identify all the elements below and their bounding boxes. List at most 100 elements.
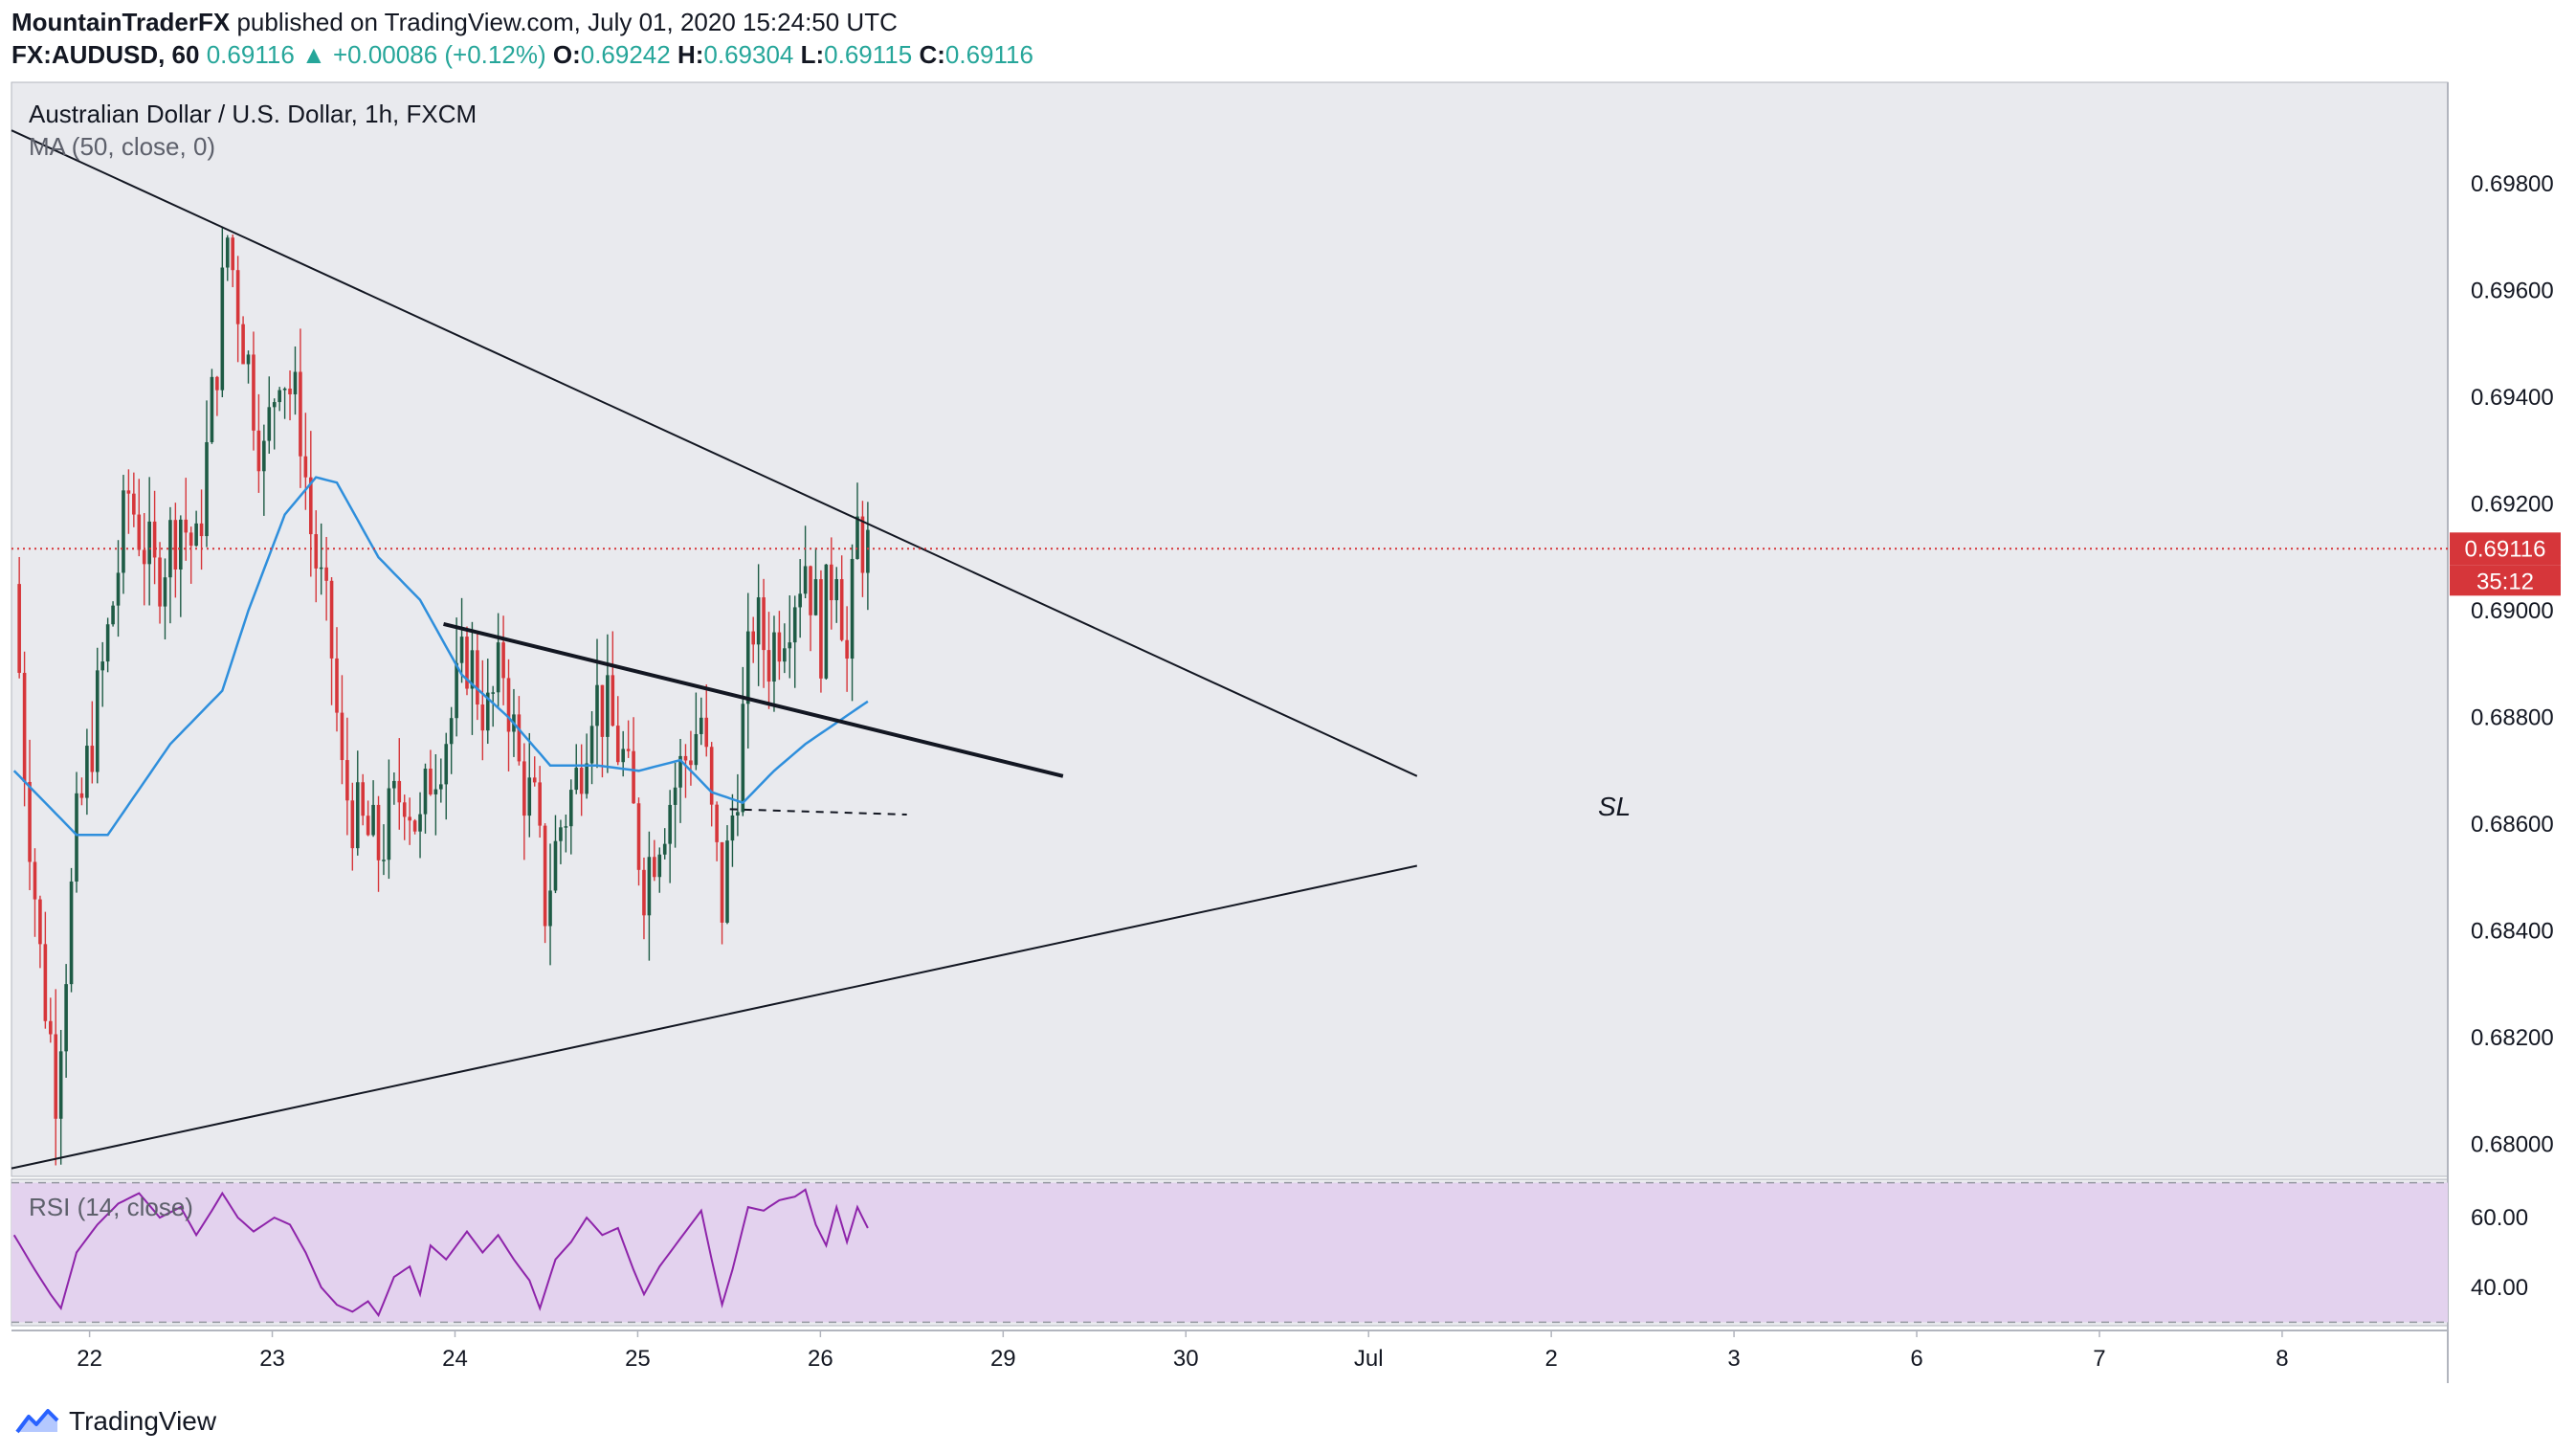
candle-body (532, 777, 537, 783)
candle-body (387, 788, 391, 861)
candle-body (397, 780, 402, 803)
candle-body (85, 746, 89, 798)
candle-body (309, 477, 313, 535)
candle-body (725, 840, 729, 923)
candle-body (122, 490, 125, 573)
last-price-tag (2450, 532, 2561, 566)
candle-body (335, 658, 339, 713)
candle-body (444, 744, 449, 785)
candle-body (589, 726, 594, 764)
candle-body (235, 270, 240, 324)
countdown-tag (2450, 565, 2561, 596)
candle-body (376, 804, 381, 861)
candle-body (647, 857, 652, 916)
candle-body (694, 733, 699, 766)
candle-body (559, 827, 563, 841)
candle-body (105, 624, 110, 662)
candle-body (730, 815, 735, 841)
neckline-trendline[interactable] (443, 621, 1064, 778)
candle-body (491, 692, 495, 694)
chart-area[interactable]: SL Australian Dollar / U.S. Dollar, 1h, … (0, 0, 2576, 1388)
candle-body (741, 704, 745, 813)
candle-body (282, 388, 287, 391)
candle-body (147, 521, 151, 565)
upper-trendline[interactable] (11, 129, 1418, 777)
lower-trendline[interactable] (11, 864, 1418, 1170)
candle-body (574, 768, 579, 791)
price-tick-label: 0.68400 (2471, 919, 2554, 945)
stop-loss-label: SL (1598, 792, 1631, 821)
candle-body (220, 267, 225, 391)
rsi-legend[interactable]: RSI (14, close) (29, 1193, 193, 1221)
publish-line: MountainTraderFX published on TradingVie… (11, 6, 2557, 38)
candle-body (17, 584, 21, 673)
rsi-axis[interactable]: 40.00 60.00 (2471, 1205, 2528, 1301)
candle-body (700, 717, 703, 734)
candle-body (756, 597, 761, 645)
time-tick-label: 25 (625, 1346, 651, 1372)
candle-body (839, 579, 844, 640)
price-tick-label: 0.69600 (2471, 278, 2554, 303)
candle-body (111, 605, 115, 625)
candle-body (262, 440, 266, 472)
candle-body (54, 1034, 58, 1119)
stop-loss-line[interactable] (729, 808, 907, 816)
high-label: H: (677, 40, 704, 69)
candle-body (772, 632, 776, 682)
candle-body (579, 768, 584, 794)
tradingview-logo-icon[interactable] (15, 1407, 59, 1436)
countdown-tag-text: 35:12 (2476, 569, 2534, 594)
candle-body (408, 816, 411, 821)
candle-body (142, 549, 146, 565)
candle-body (64, 984, 68, 1052)
candle-body (366, 816, 370, 836)
candle-body (199, 523, 204, 537)
price-tick-label: 0.68200 (2471, 1025, 2554, 1051)
candle-body (517, 714, 522, 762)
candle-body (246, 354, 251, 365)
candle-body (788, 642, 792, 649)
candle-body (58, 1051, 63, 1119)
price-tick-label: 0.69400 (2471, 385, 2554, 411)
candle-body (465, 637, 469, 689)
publish-text: published on TradingView.com, July 01, 2… (230, 8, 898, 36)
time-tick-label: 22 (77, 1346, 102, 1372)
candle-body (382, 860, 386, 861)
candle-body (33, 861, 37, 900)
rsi-line (12, 1188, 869, 1318)
candle-body (673, 787, 677, 805)
candle-body (43, 944, 48, 1021)
candle-body (855, 516, 859, 559)
candle-body (476, 650, 479, 705)
time-tick-label: Jul (1354, 1346, 1384, 1372)
candle-body (225, 237, 230, 268)
candle-body (423, 769, 428, 815)
tradingview-brand[interactable]: TradingView (69, 1406, 217, 1436)
candle-body (231, 237, 234, 271)
candle-body (860, 516, 865, 573)
series-title[interactable]: Australian Dollar / U.S. Dollar, 1h, FXC… (29, 100, 477, 128)
time-axis[interactable]: 22 23 24 25 26 29 30 Jul 2 3 6 7 8 (77, 1330, 2289, 1372)
candle-body (834, 579, 839, 601)
candle-body (819, 579, 823, 679)
candle-body (278, 390, 281, 403)
candle-body (766, 650, 771, 682)
candle-body (792, 607, 797, 643)
price-tick-label: 0.68800 (2471, 704, 2554, 730)
time-tick-label: 26 (808, 1346, 833, 1372)
candle-body (412, 820, 417, 832)
candle-body (163, 577, 167, 607)
candle-body (293, 371, 298, 394)
symbol-label[interactable]: FX:AUDUSD, 60 (11, 40, 200, 69)
author-name[interactable]: MountainTraderFX (11, 8, 231, 36)
price-axis[interactable]: 0.68000 0.68200 0.68400 0.68600 0.68800 0.690… (2471, 171, 2554, 1158)
main-pane-background[interactable] (11, 81, 2449, 1177)
candle-body (777, 632, 782, 662)
candle-body (527, 777, 532, 816)
ma-legend[interactable]: MA (50, close, 0) (29, 132, 215, 161)
candle-body (662, 843, 667, 855)
candle-body (813, 579, 818, 615)
time-tick-label: 2 (1544, 1346, 1557, 1372)
last-price-tag-text: 0.69116 (2465, 536, 2546, 562)
candle-body (704, 717, 709, 748)
